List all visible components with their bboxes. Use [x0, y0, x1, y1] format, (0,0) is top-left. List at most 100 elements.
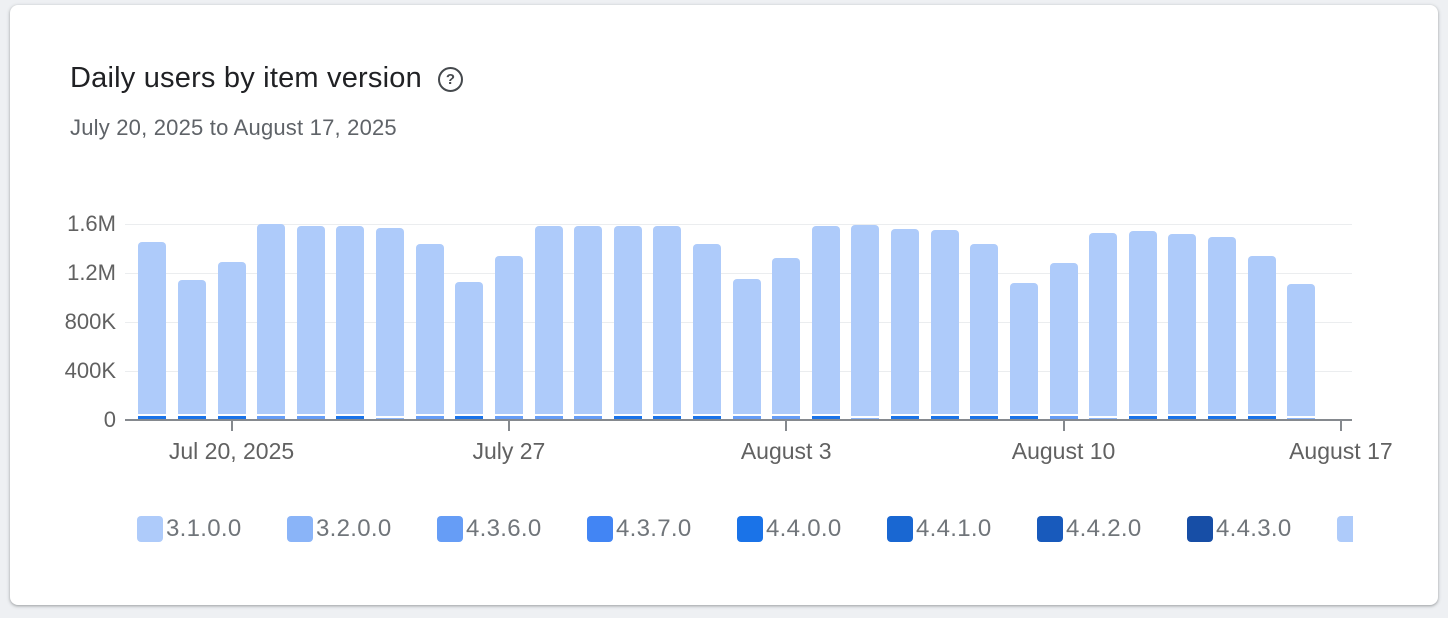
bar-segment-base — [1247, 415, 1276, 420]
bar-segment-main — [1247, 255, 1276, 414]
legend-item-4.4.0.0: 4.4.0.0 — [737, 515, 842, 542]
x-tick-july-27 — [507, 421, 510, 431]
bar-jul-19[interactable] — [177, 280, 206, 420]
bar-aug-15[interactable] — [1247, 255, 1276, 420]
legend-item-4.4.3.0: 4.4.3.0 — [1187, 515, 1292, 542]
chart-header: Daily users by item version ? — [70, 60, 463, 96]
bar-jul-28[interactable] — [534, 226, 563, 420]
bar-aug-7[interactable] — [930, 230, 959, 420]
bar-segment-main — [217, 261, 246, 414]
legend-label-4.4.1.0: 4.4.1.0 — [916, 515, 992, 542]
legend-item-4.3.6.0: 4.3.6.0 — [437, 515, 542, 542]
x-tick-label-august-17: August 17 — [1289, 438, 1393, 464]
bar-aug-1[interactable] — [692, 243, 721, 420]
gridline-1.2M — [125, 272, 1352, 274]
bar-segment-base — [772, 416, 801, 420]
bar-segment-base — [415, 416, 444, 420]
bar-segment-main — [376, 227, 405, 416]
bar-segment-base — [296, 416, 325, 420]
bar-segment-base — [930, 415, 959, 420]
bar-jul-31[interactable] — [653, 226, 682, 420]
bar-aug-13[interactable] — [1168, 233, 1197, 420]
bar-jul-18[interactable] — [138, 242, 167, 420]
y-tick-label-1.2M: 1.2M — [67, 260, 116, 285]
legend-label-4.3.6.0: 4.3.6.0 — [466, 515, 542, 542]
bar-aug-2[interactable] — [732, 279, 761, 420]
bar-segment-main — [1128, 231, 1157, 414]
bar-jul-25[interactable] — [415, 243, 444, 420]
bar-segment-main — [970, 243, 999, 414]
bar-segment-base — [1128, 415, 1157, 420]
help-icon[interactable]: ? — [437, 66, 463, 92]
bar-segment-main — [138, 242, 167, 414]
bar-aug-16[interactable] — [1287, 284, 1316, 420]
bar-segment-main — [891, 228, 920, 414]
bar-segment-main — [455, 281, 484, 414]
bar-aug-4[interactable] — [811, 225, 840, 420]
bar-aug-14[interactable] — [1208, 237, 1237, 420]
bar-jul-26[interactable] — [455, 281, 484, 420]
x-tick-august-3 — [785, 421, 788, 431]
chart-card: Daily users by item version ? July 20, 2… — [10, 5, 1438, 605]
bar-segment-main — [494, 255, 523, 415]
bar-segment-base — [494, 416, 523, 420]
bar-jul-21[interactable] — [257, 224, 286, 420]
bar-jul-23[interactable] — [336, 225, 365, 420]
x-tick-august-17 — [1339, 421, 1342, 431]
bar-segment-main — [1208, 237, 1237, 414]
y-tick-label-400K: 400K — [64, 358, 116, 383]
x-tick-label-august-3: August 3 — [740, 438, 832, 464]
bar-segment-base — [1168, 415, 1197, 420]
bar-segment-base — [534, 416, 563, 420]
bar-segment-base — [217, 415, 246, 420]
legend-item-clipped — [1337, 516, 1353, 542]
bar-segment-base — [336, 415, 365, 420]
bar-aug-5[interactable] — [851, 225, 880, 420]
bar-segment-main — [1287, 284, 1316, 416]
bar-segment-base — [455, 415, 484, 420]
legend-label-4.3.7.0: 4.3.7.0 — [616, 515, 692, 542]
bar-aug-12[interactable] — [1128, 231, 1157, 420]
bar-segment-base — [177, 415, 206, 420]
legend-label-4.4.3.0: 4.4.3.0 — [1216, 515, 1292, 542]
chart-legend: 3.1.0.0 3.2.0.0 4.3.6.0 4.3.7.0 4.4.0.0 4.4.1… — [0, 515, 1448, 544]
bar-segment-base — [138, 415, 167, 420]
legend-label-4.4.2.0: 4.4.2.0 — [1066, 515, 1142, 542]
bar-segment-main — [257, 224, 286, 415]
x-tick-label-august-10: August 10 — [1011, 438, 1116, 464]
bar-aug-8[interactable] — [970, 243, 999, 420]
bar-segment-main — [613, 226, 642, 414]
y-tick-label-800K: 800K — [64, 309, 116, 334]
bar-aug-10[interactable] — [1049, 263, 1078, 420]
bar-segment-base — [1009, 415, 1038, 420]
bar-jul-24[interactable] — [376, 227, 405, 420]
bar-aug-6[interactable] — [891, 228, 920, 420]
bar-segment-base — [970, 415, 999, 420]
legend-swatch-3.2.0.0 — [287, 516, 313, 542]
bar-jul-29[interactable] — [574, 225, 603, 420]
bar-segment-main — [296, 226, 325, 415]
bar-jul-22[interactable] — [296, 226, 325, 420]
bar-jul-20[interactable] — [217, 261, 246, 420]
x-axis-line — [125, 419, 1352, 421]
legend-label-4.4.0.0: 4.4.0.0 — [766, 515, 842, 542]
legend-swatch-4.3.7.0 — [587, 516, 613, 542]
bar-segment-base — [1089, 417, 1118, 420]
bar-segment-main — [692, 243, 721, 414]
legend-swatch-4.4.3.0 — [1187, 516, 1213, 542]
x-tick-august-10 — [1062, 421, 1065, 431]
legend-swatch-4.4.2.0 — [1037, 516, 1063, 542]
bar-jul-27[interactable] — [494, 255, 523, 420]
date-range-subtitle: July 20, 2025 to August 17, 2025 — [70, 115, 397, 140]
bar-segment-base — [257, 416, 286, 420]
bar-aug-3[interactable] — [772, 258, 801, 420]
chart-title: Daily users by item version — [70, 62, 422, 94]
legend-swatch-4.3.6.0 — [437, 516, 463, 542]
bar-segment-base — [574, 416, 603, 420]
bar-aug-11[interactable] — [1089, 232, 1118, 420]
bar-jul-30[interactable] — [613, 226, 642, 420]
bar-segment-main — [336, 225, 365, 414]
y-tick-label-0: 0 — [103, 407, 116, 432]
bar-segment-main — [534, 226, 563, 415]
bar-aug-9[interactable] — [1009, 282, 1038, 420]
